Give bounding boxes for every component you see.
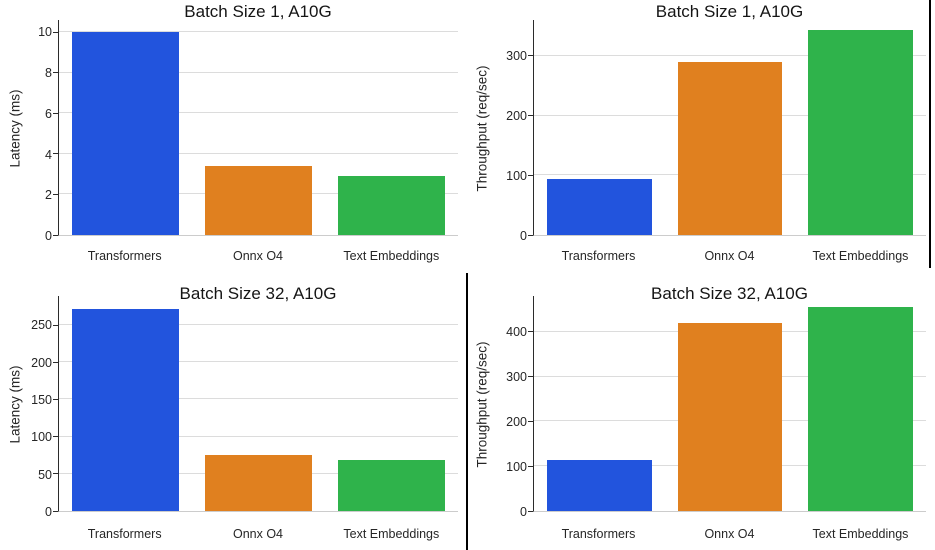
bar-onnx-o4 — [677, 322, 783, 511]
x-category-label: Transformers — [561, 527, 636, 541]
chart-batch32-latency: Batch Size 32, A10G Latency (ms) 0 50 100 1… — [0, 272, 467, 550]
y-tick-mark — [53, 361, 58, 363]
x-axis-categories: Transformers Onnx O4 Text Embeddings — [58, 248, 458, 264]
x-axis-categories: Transformers Onnx O4 Text Embeddings — [533, 526, 926, 542]
y-tick-label: 10 — [38, 25, 52, 40]
y-tick-label: 100 — [506, 460, 527, 474]
y-tick-mark — [528, 376, 533, 378]
y-tick-mark — [53, 473, 58, 475]
x-category-label: Transformers — [87, 527, 162, 541]
y-axis-ticks: 0 2 4 6 8 10 — [0, 20, 52, 243]
y-tick-mark — [53, 436, 58, 438]
x-category-label: Onnx O4 — [232, 249, 283, 263]
x-category-label: Transformers — [87, 249, 162, 263]
gridline — [59, 152, 458, 154]
y-tick-mark — [528, 465, 533, 467]
chart-title: Batch Size 1, A10G — [184, 2, 332, 21]
bar-text-embeddings — [338, 176, 445, 235]
bar-text-embeddings — [808, 29, 913, 235]
bar-onnx-o4 — [205, 455, 312, 511]
y-tick-label: 0 — [520, 505, 527, 519]
y-tick-label: 400 — [506, 325, 527, 339]
y-tick-mark — [53, 153, 58, 155]
bar-text-embeddings — [808, 306, 913, 511]
y-tick-label: 150 — [31, 392, 52, 407]
y-tick-label: 200 — [506, 415, 527, 429]
y-tick-mark — [53, 510, 58, 512]
y-tick-mark — [53, 324, 58, 326]
bar-transformers — [72, 308, 179, 511]
x-axis-categories: Transformers Onnx O4 Text Embeddings — [533, 248, 926, 264]
bottom-center-border-line — [466, 273, 468, 550]
y-tick-mark — [528, 331, 533, 333]
x-category-label: Onnx O4 — [704, 249, 755, 263]
y-tick-label: 200 — [31, 355, 52, 370]
y-tick-mark — [528, 115, 533, 117]
y-tick-label: 8 — [45, 65, 52, 80]
y-tick-label: 6 — [45, 106, 52, 121]
y-tick-mark — [528, 420, 533, 422]
y-tick-mark — [53, 234, 58, 236]
y-axis-ticks: 0 100 200 300 400 — [467, 296, 527, 519]
gridline — [59, 361, 458, 363]
y-tick-label: 4 — [45, 147, 52, 162]
y-axis-ticks: 0 100 200 300 — [467, 20, 527, 243]
x-category-label: Text Embeddings — [343, 527, 440, 541]
y-tick-mark — [53, 112, 58, 114]
y-tick-label: 0 — [45, 505, 52, 519]
y-tick-label: 250 — [31, 318, 52, 333]
chart-title: Batch Size 32, A10G — [179, 284, 337, 303]
chart-batch1-latency: Batch Size 1, A10G Latency (ms) 0 2 4 6 8 10 … — [0, 0, 467, 272]
x-category-label: Text Embeddings — [812, 527, 909, 541]
bar-transformers — [547, 459, 652, 511]
y-tick-label: 300 — [506, 49, 527, 63]
bar-onnx-o4 — [205, 166, 312, 235]
plot-area — [53, 20, 458, 236]
y-tick-label: 2 — [45, 188, 52, 203]
plot-area — [528, 296, 926, 512]
chart-title: Batch Size 32, A10G — [651, 284, 808, 303]
y-tick-mark — [53, 31, 58, 33]
chart-batch32-throughput: Batch Size 32, A10G Throughput (req/sec)… — [467, 272, 935, 550]
x-category-label: Onnx O4 — [232, 527, 283, 541]
y-tick-label: 200 — [506, 109, 527, 123]
x-category-label: Onnx O4 — [704, 527, 755, 541]
y-tick-mark — [528, 234, 533, 236]
y-axis-ticks: 0 50 100 150 200 250 — [0, 296, 52, 519]
y-tick-mark — [53, 72, 58, 74]
chart-batch1-throughput: Batch Size 1, A10G Throughput (req/sec) … — [467, 0, 935, 272]
y-tick-mark — [53, 193, 58, 195]
gridline — [59, 324, 458, 326]
gridline — [59, 112, 458, 114]
y-tick-mark — [528, 174, 533, 176]
bar-transformers — [547, 179, 652, 235]
chart-title: Batch Size 1, A10G — [655, 2, 804, 21]
y-tick-label: 0 — [45, 229, 52, 243]
x-axis-categories: Transformers Onnx O4 Text Embeddings — [58, 526, 458, 542]
gridline — [59, 31, 458, 33]
y-tick-mark — [53, 398, 58, 400]
x-category-label: Text Embeddings — [343, 249, 440, 263]
gridline — [534, 54, 926, 56]
x-category-label: Text Embeddings — [812, 249, 909, 263]
gridline — [59, 435, 458, 437]
y-tick-mark — [528, 55, 533, 57]
y-tick-label: 100 — [506, 169, 527, 183]
y-tick-label: 300 — [506, 370, 527, 384]
y-tick-label: 100 — [31, 430, 52, 445]
y-tick-mark — [528, 510, 533, 512]
plot-area — [53, 296, 458, 512]
top-right-border-line — [929, 0, 931, 268]
bar-text-embeddings — [338, 460, 445, 511]
y-tick-label: 0 — [520, 229, 527, 243]
y-tick-label: 50 — [38, 467, 52, 482]
x-category-label: Transformers — [561, 249, 636, 263]
plot-area — [528, 20, 926, 236]
bar-transformers — [72, 32, 179, 235]
bar-onnx-o4 — [677, 62, 783, 235]
gridline — [59, 398, 458, 400]
gridline — [59, 71, 458, 73]
